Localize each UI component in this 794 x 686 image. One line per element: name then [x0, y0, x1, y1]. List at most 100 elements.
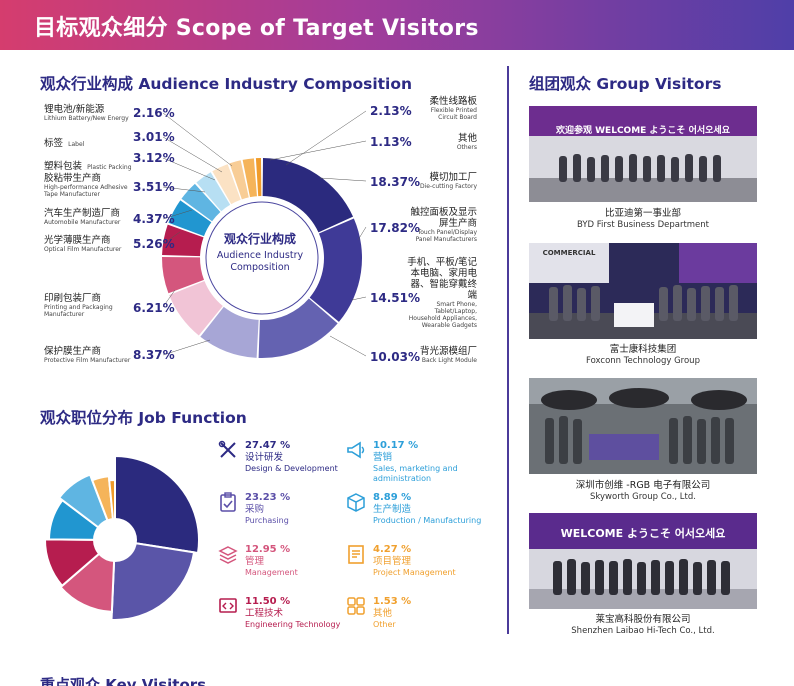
industry-slice [258, 298, 338, 358]
industry-label-adhesive: 胶粘带生产商 High-performance Adhesive Tape Man… [44, 173, 128, 198]
job-label-en: Management [245, 568, 298, 577]
clipboard-icon [220, 492, 236, 512]
job-slice [114, 454, 200, 555]
leader-line [162, 209, 193, 220]
industry-pct-adhesive: 3.51% [133, 180, 175, 194]
job-label-zh: 工程技术 [245, 608, 284, 619]
leader-line [162, 339, 211, 356]
grid-icon [347, 597, 365, 615]
job-label-en: Production / Manufacturing [373, 516, 482, 525]
industry-slice [200, 306, 259, 358]
industry-slice [229, 160, 249, 200]
group-caption-laibao: 莱宝高科股份有限公司 Shenzhen Laibao Hi-Tech Co., L… [571, 614, 715, 636]
job-label-zh: 营销 [373, 452, 393, 463]
job-label-zh: 管理 [245, 556, 265, 567]
industry-pct-automobile: 4.37% [133, 212, 175, 226]
code-icon [219, 598, 237, 613]
job-label-en: Sales, marketing and administration [373, 464, 458, 483]
box-icon [347, 493, 365, 512]
leader-line [319, 177, 367, 182]
industry-label-protective: 保护膜生产商 Protective Film Manufacturer [44, 346, 131, 364]
industry-label-touchpanel: 触控面板及显示屏生产商 Touch Panel/Display Panel Man… [410, 207, 477, 243]
job-label-en: Engineering Technology [245, 620, 341, 629]
leader-line [162, 289, 176, 308]
industry-pct-touchpanel: 17.82% [370, 221, 420, 235]
photo-banner-text: 欢迎参观 WELCOME ようこそ 어서오세요 [555, 124, 731, 136]
job-slice [110, 538, 196, 621]
industry-slice [181, 183, 221, 222]
megaphone-icon [347, 441, 365, 459]
industry-label-fpc: 柔性线路板 Flexible Printed Circuit Board [429, 96, 477, 121]
job-pct: 12.95 % [245, 544, 291, 555]
photo-banner-text: WELCOME ようこそ 어서오세요 [561, 526, 726, 540]
industry-pct-smartphone: 14.51% [370, 291, 420, 305]
group-photo-byd: 欢迎参观 WELCOME ようこそ 어서오세요 [529, 106, 757, 202]
industry-slice [161, 257, 204, 294]
group-caption-skyworth: 深圳市创维 -RGB 电子有限公司 Skyworth Group Co., Ltd… [575, 480, 711, 502]
page-header: 目标观众细分 Scope of Target Visitors [0, 0, 794, 50]
job-label-zh: 其他 [373, 608, 393, 619]
industry-pct-fpc: 2.13% [370, 104, 412, 118]
job-pct: 10.17 % [373, 440, 419, 451]
job-pct: 4.27 % [373, 544, 412, 555]
leader-line [329, 335, 367, 357]
industry-pct-protective: 8.37% [133, 348, 175, 362]
job-pct: 27.47 % [245, 440, 291, 451]
job-label-en: Design & Development [245, 464, 338, 473]
tools-icon [218, 440, 236, 458]
page-title: 目标观众细分 Scope of Target Visitors [34, 16, 479, 41]
group-photo-laibao: WELCOME ようこそ 어서오세요 [529, 513, 757, 609]
leader-line [162, 186, 206, 193]
key-visitors-title: 重点观众 Key Visitors [40, 676, 207, 686]
layers-icon [218, 546, 238, 564]
industry-label-printing: 印刷包装厂商 Printing and Packaging Manufacture… [44, 293, 113, 318]
industry-pct-plastic: 3.12% [133, 151, 175, 165]
job-label-zh: 设计研发 [245, 452, 284, 463]
photo-banner-text: COMMERCIAL [543, 249, 596, 257]
document-icon [348, 545, 364, 564]
industry-slice [162, 224, 204, 257]
job-label-en: Other [373, 620, 396, 629]
industry-label-optical: 光学薄膜生产商 Optical Film Manufacturer [44, 235, 122, 253]
job-pct: 23.23 % [245, 492, 291, 503]
group-caption-byd: 比亚迪第一事业部 BYD First Business Department [576, 208, 709, 230]
industry-pct-printing: 6.21% [133, 301, 175, 315]
job-label-en: Purchasing [245, 516, 289, 525]
industry-pct-backlight: 10.03% [370, 350, 420, 364]
leader-line [162, 157, 216, 181]
industry-label-smartphone: 手机、平板/笔记本电脑、家用电器、智能穿戴终端 Smart Phone, Tabl… [407, 257, 477, 329]
industry-slice [196, 172, 231, 212]
job-section-title: 观众职位分布 Job Function [40, 409, 247, 427]
group-section-title: 组团观众 Group Visitors [529, 75, 722, 93]
industry-pct-optical: 5.26% [133, 237, 175, 251]
industry-pct-others: 1.13% [370, 135, 412, 149]
job-label-zh: 项目管理 [373, 556, 412, 567]
leader-line [162, 136, 223, 173]
industry-slice [255, 158, 262, 197]
industry-slice [262, 158, 354, 233]
industry-slice [169, 281, 223, 336]
leader-line [162, 112, 233, 167]
section-divider [507, 66, 509, 634]
leader-line [285, 110, 367, 166]
donut-center-zh: 观众行业构成 [223, 232, 296, 246]
inner-ring [205, 201, 319, 315]
job-pct: 11.50 % [245, 596, 291, 607]
leader-line [351, 296, 367, 301]
leader-line [269, 140, 367, 161]
industry-section-title: 观众行业构成 Audience Industry Composition [40, 75, 413, 93]
industry-label-plastic: 塑料包装 Plastic Packing [44, 161, 132, 172]
industry-label-automobile: 汽车生产制造厂商 Automobile Manufacturer [44, 208, 121, 226]
job-label-zh: 采购 [245, 504, 265, 515]
industry-slice [309, 218, 362, 322]
industry-label-lithium: 锂电池/新能源 Lithium Battery/New Energy [44, 104, 129, 122]
donut-center-en: Audience Industry Composition [216, 250, 304, 273]
industry-slice [242, 158, 257, 198]
job-pct: 1.53 % [373, 596, 412, 607]
job-label-en: Project Management [373, 568, 456, 577]
industry-slice [212, 164, 241, 205]
industry-label-label: 标签 Label [44, 138, 85, 149]
job-label-zh: 生产制造 [373, 504, 412, 515]
